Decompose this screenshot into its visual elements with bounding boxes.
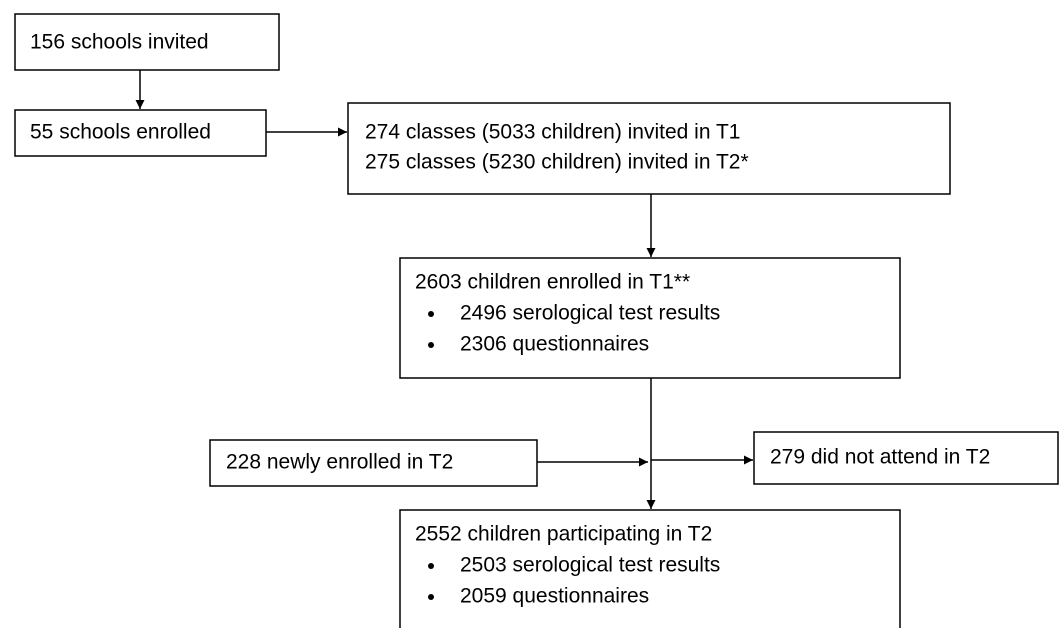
box [14,13,280,71]
box [399,509,901,628]
bullet [428,563,434,569]
node-label: 228 newly enrolled in T2 [226,451,453,474]
box [399,257,901,379]
node-title: 2552 children participating in T2 [415,523,712,546]
node-item: 2306 questionnaires [460,333,649,356]
box [753,431,1059,485]
node-line: 275 classes (5230 children) invited in T… [365,151,749,174]
node-title: 2603 children enrolled in T1** [415,271,690,294]
bullet [428,311,434,317]
node-label: 156 schools invited [30,31,209,54]
box [209,439,538,487]
node-item: 2059 questionnaires [460,585,649,608]
bullet [428,594,434,600]
node-label: 279 did not attend in T2 [770,446,990,469]
node-item: 2503 serological test results [460,554,720,577]
node-line: 274 classes (5033 children) invited in T… [365,121,741,144]
box [14,109,267,157]
box [347,102,951,195]
node-label: 55 schools enrolled [30,121,211,144]
bullet [428,342,434,348]
node-item: 2496 serological test results [460,302,720,325]
